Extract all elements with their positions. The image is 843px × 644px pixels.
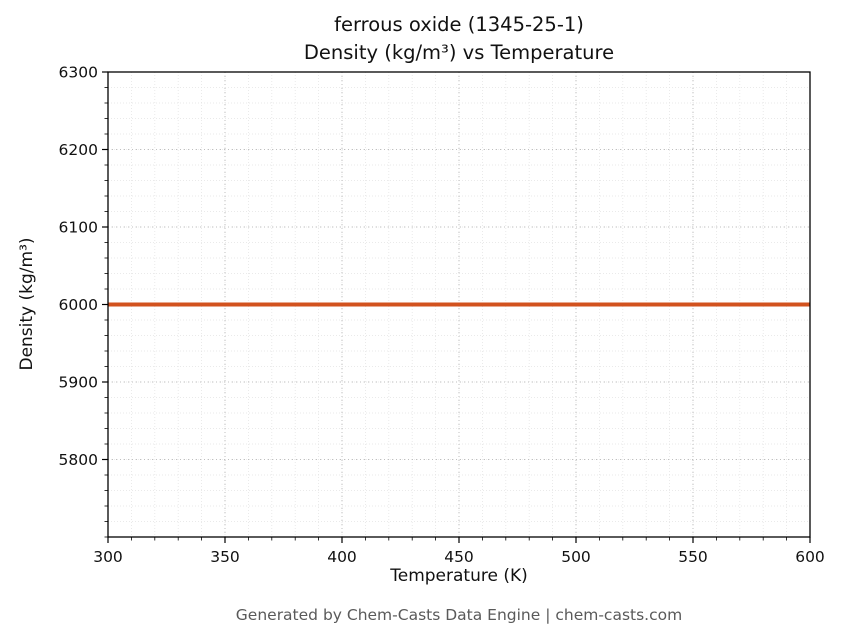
chart-title: ferrous oxide (1345-25-1) Density (kg/m³… bbox=[108, 11, 810, 66]
chart-title-line2: Density (kg/m³) vs Temperature bbox=[303, 40, 615, 64]
chart-title-line1: ferrous oxide (1345-25-1) bbox=[334, 13, 584, 36]
x-tick-label: 350 bbox=[210, 548, 240, 566]
x-tick-label: 550 bbox=[678, 548, 708, 566]
x-tick-label: 450 bbox=[444, 548, 474, 566]
y-tick-label: 5800 bbox=[59, 451, 98, 469]
y-tick-label: 6200 bbox=[59, 141, 98, 159]
footer-credit: Generated by Chem-Casts Data Engine | ch… bbox=[235, 606, 683, 624]
y-axis-label: Density (kg/m³) bbox=[17, 237, 37, 371]
y-tick-label: 5900 bbox=[59, 374, 98, 392]
y-tick-label: 6000 bbox=[59, 296, 98, 314]
x-tick-label: 500 bbox=[561, 548, 591, 566]
y-tick-label: 6100 bbox=[59, 219, 98, 237]
x-tick-label: 600 bbox=[795, 548, 825, 566]
y-tick-label: 6300 bbox=[59, 64, 98, 82]
x-tick-label: 400 bbox=[327, 548, 357, 566]
x-axis-label: Temperature (K) bbox=[390, 566, 528, 586]
x-tick-label: 300 bbox=[93, 548, 123, 566]
